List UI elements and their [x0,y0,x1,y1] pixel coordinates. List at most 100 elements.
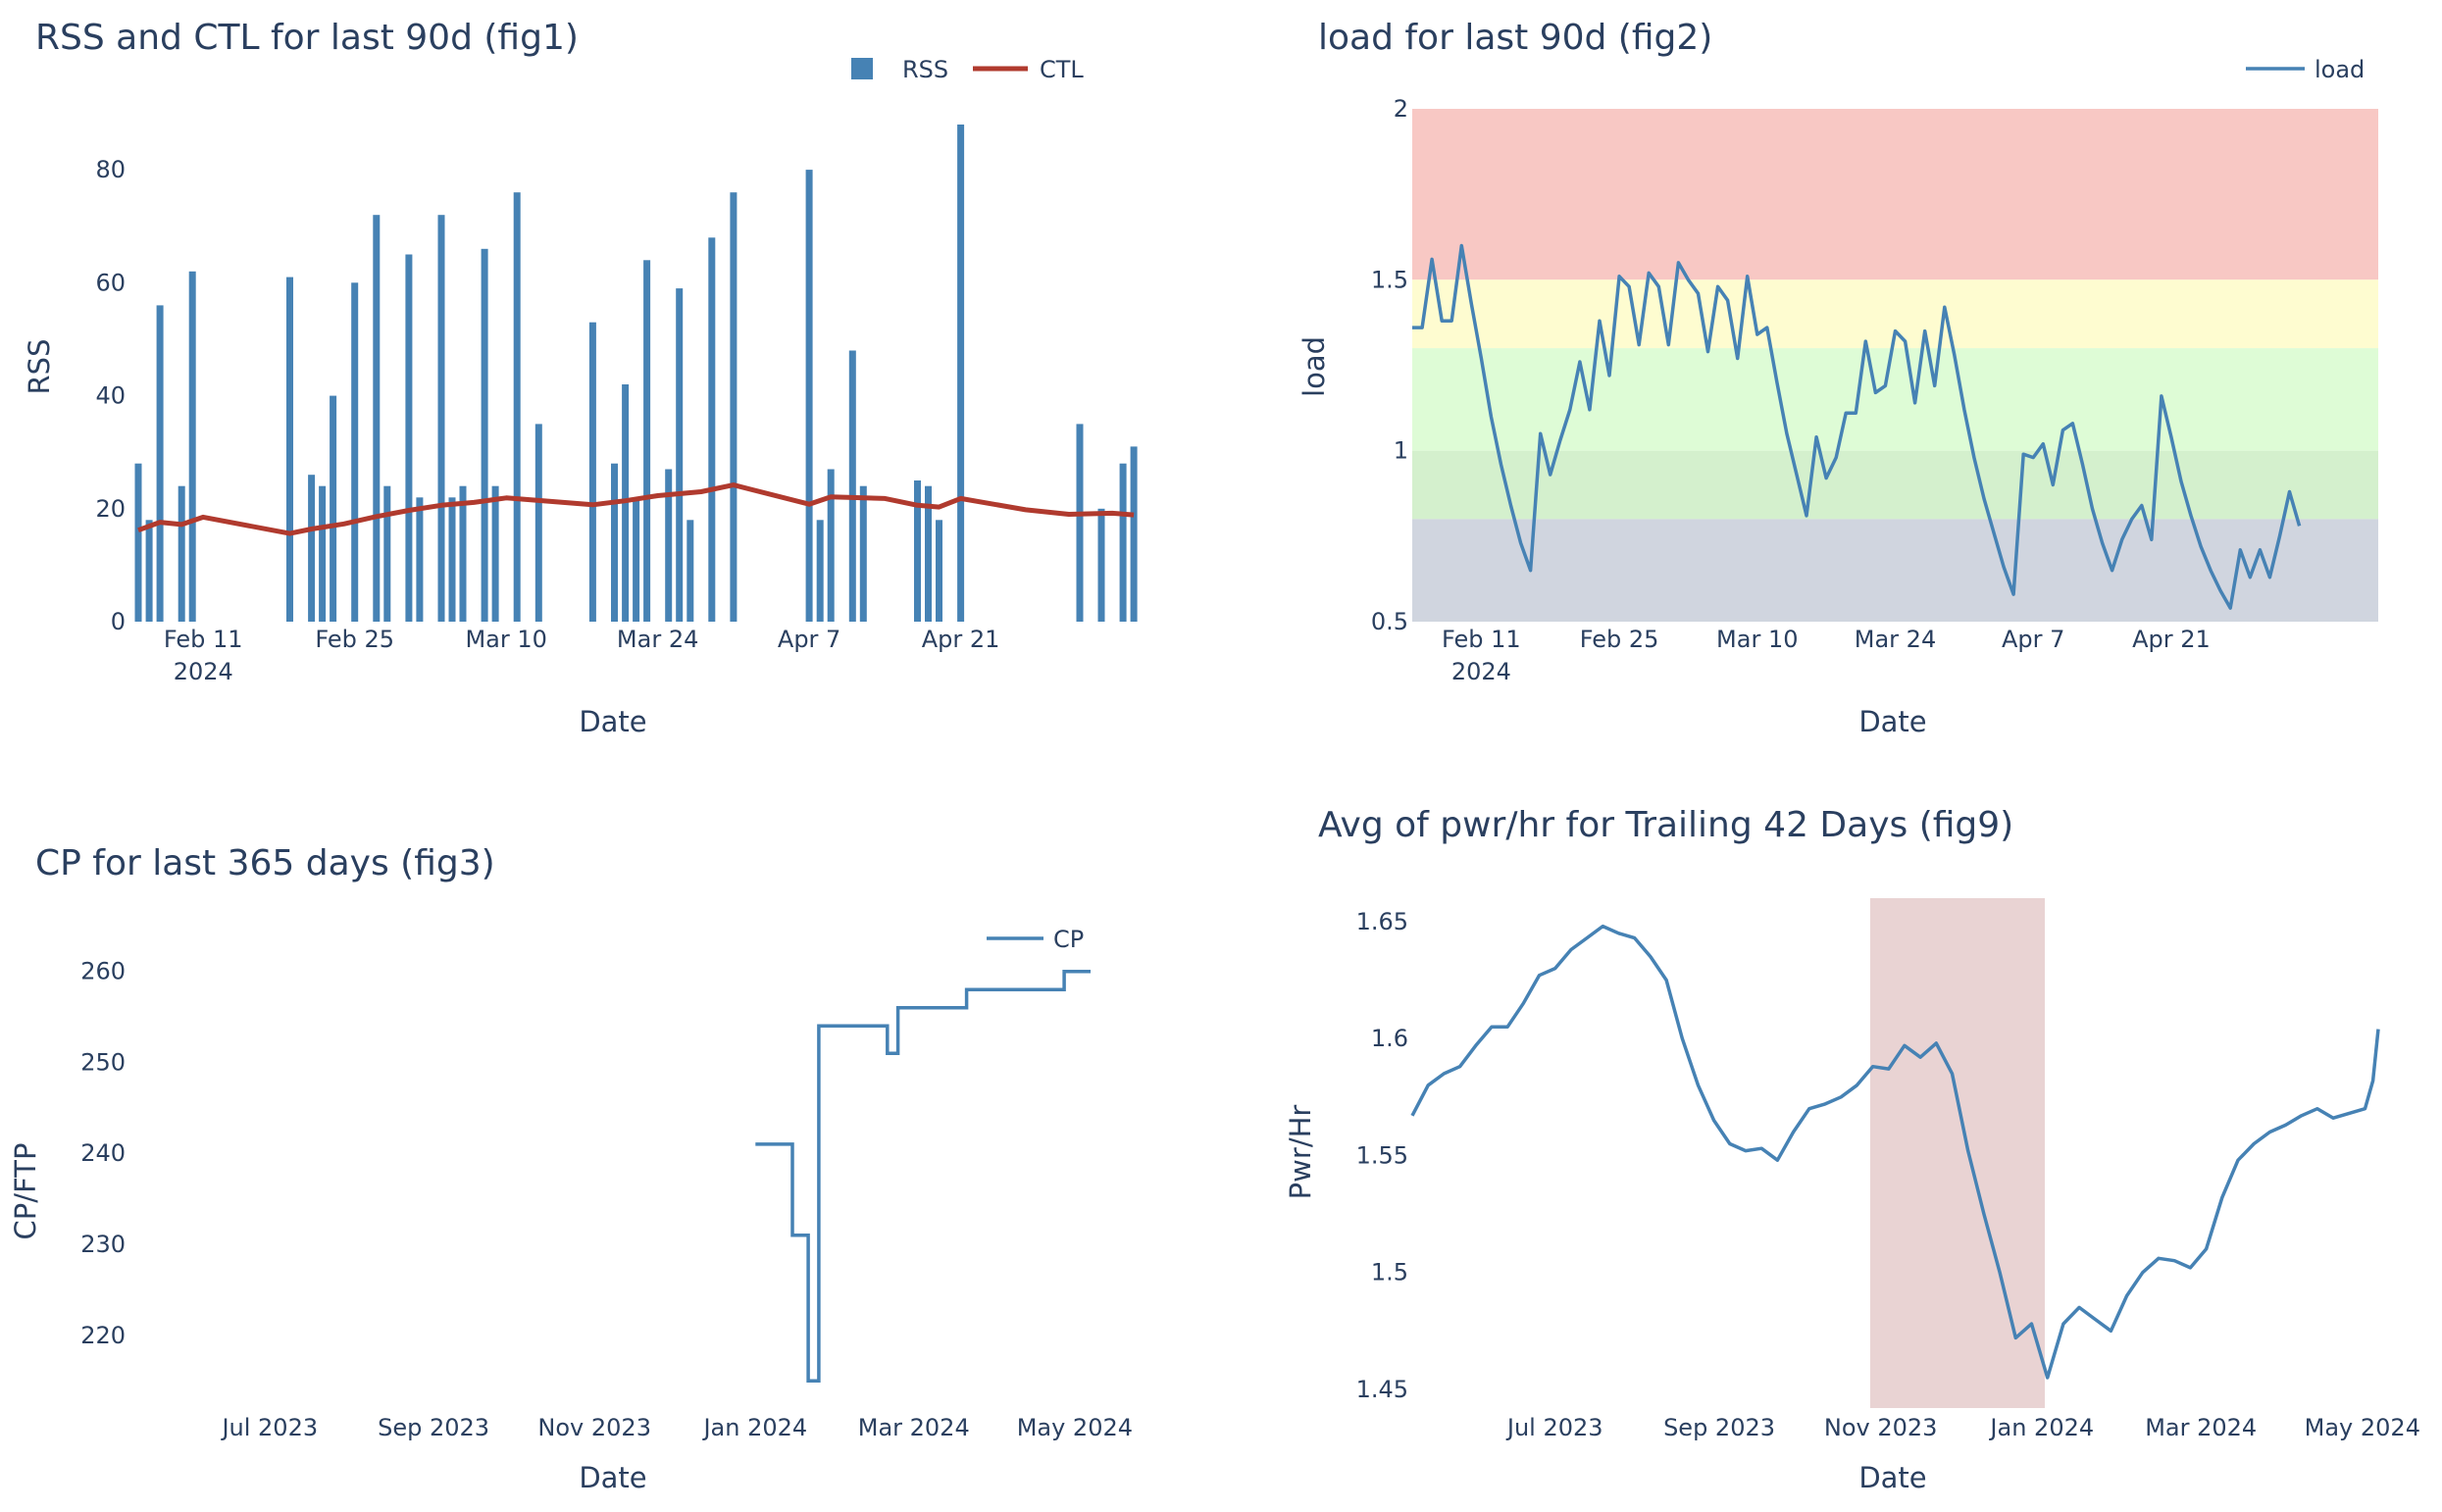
load-band [1412,519,2378,622]
rss-bar [914,480,921,622]
load-band [1412,109,2378,280]
rss-bar [437,215,445,622]
y-tick-label: 0 [111,608,126,635]
chart-title: Avg of pwr/hr for Trailing 42 Days (fig9… [1318,805,2013,845]
chart-fig1: RSS and CTL for last 90d (fig1) 0 20 40 60 8… [23,18,1138,738]
legend-label-rss: RSS [902,56,948,83]
rss-bar [351,282,359,622]
rss-bar [286,277,293,622]
x-tick-sublabel: 2024 [174,658,233,685]
x-tick-label: Mar 10 [1716,626,1798,653]
legend-label-cp: CP [1053,926,1084,953]
y-axis-label: CP/FTP [9,1143,42,1240]
load-zone-bands [1412,109,2378,622]
x-tick-label: Apr 21 [2132,626,2211,653]
rss-bar [405,254,413,622]
x-tick-label: Mar 10 [465,626,546,653]
y-tick-label: 240 [80,1139,126,1167]
y-tick-label: 220 [80,1322,126,1349]
x-axis-label: Date [579,1461,646,1494]
x-tick-label: Jan 2024 [1988,1414,2094,1441]
x-tick-label: Mar 24 [1855,626,1936,653]
x-tick-label: Feb 11 [164,626,243,653]
x-tick-sublabel: 2024 [1451,658,1511,685]
y-axis-label: RSS [23,339,56,395]
x-tick-label: Apr 7 [2002,626,2064,653]
load-line [1412,243,2302,610]
y-axis-label: load [1297,336,1331,397]
y-tick-label: 250 [80,1048,126,1076]
y-tick-label: 80 [95,156,126,183]
load-band [1412,450,2378,520]
rss-bar [1130,446,1138,622]
rss-bar [134,463,142,622]
rss-bar [708,237,716,623]
x-tick-label: Sep 2023 [378,1414,489,1441]
y-tick-label: 40 [95,382,126,410]
x-tick-label: Feb 11 [1442,626,1521,653]
rss-bar [308,475,316,622]
x-tick-label: Apr 7 [778,626,840,653]
y-tick-label: 1.45 [1356,1376,1408,1403]
y-tick-label: 1.5 [1371,266,1408,293]
rss-bar [643,260,651,622]
rss-bar [188,271,196,622]
x-tick-label: Mar 2024 [2145,1414,2257,1441]
rss-bar [816,520,824,622]
rss-bar [481,248,488,623]
rss-bar [383,485,391,622]
rss-bar [633,497,640,622]
legend[interactable]: CP [987,926,1084,953]
y-tick-label: 20 [95,495,126,523]
rss-bar [448,497,456,622]
x-tick-label: Mar 24 [617,626,698,653]
rss-bar [676,288,684,622]
chart-fig2: load for last 90d (fig2) 0.5 1 1.5 2 Feb 11… [1297,18,2378,738]
x-tick-label: Jan 2024 [701,1414,807,1441]
rss-bar [957,125,965,622]
y-tick-label: 60 [95,269,126,296]
rss-bar [330,395,337,622]
legend[interactable]: RSS CTL [851,56,1084,83]
rss-bar [319,485,327,622]
cp-line [755,969,1091,1383]
x-tick-label: Jul 2023 [220,1414,318,1441]
rss-bar [805,170,813,622]
x-tick-label: Apr 21 [922,626,1000,653]
y-tick-label: 1.65 [1356,908,1408,935]
x-axis-label: Date [1858,705,1926,738]
rss-bar [730,192,738,622]
rss-bar [611,463,618,622]
legend-label-load: load [2315,56,2365,83]
legend[interactable]: load [2246,56,2365,83]
legend-swatch-rss [851,58,873,79]
y-tick-label: 1.5 [1371,1259,1408,1286]
x-tick-label: Mar 2024 [858,1414,970,1441]
x-axis-label: Date [1858,1461,1926,1494]
y-axis-label: Pwr/Hr [1284,1105,1317,1200]
rss-bar [1076,424,1084,622]
x-tick-label: Sep 2023 [1663,1414,1775,1441]
rss-bar [416,497,424,622]
load-band [1412,348,2378,451]
rss-bar [1097,508,1105,622]
rss-bar [373,215,381,622]
rss-bar [1119,463,1127,622]
rss-bar [145,520,153,622]
rss-bar [156,305,164,622]
x-tick-label: Feb 25 [315,626,394,653]
chart-fig3: CP for last 365 days (fig3) 220 230 240 250… [9,843,1133,1494]
rss-bar [827,469,835,622]
chart-title: load for last 90d (fig2) [1318,18,1712,58]
legend-label-ctl: CTL [1040,56,1084,83]
chart-title: RSS and CTL for last 90d (fig1) [35,18,579,58]
rss-bar [687,520,694,622]
rss-bar [936,520,942,622]
rss-bar [459,485,467,622]
y-tick-label: 230 [80,1231,126,1258]
ctl-line [137,482,1135,536]
rss-bar [925,485,932,622]
rss-bar [513,192,521,622]
highlight-range [1869,898,2045,1408]
